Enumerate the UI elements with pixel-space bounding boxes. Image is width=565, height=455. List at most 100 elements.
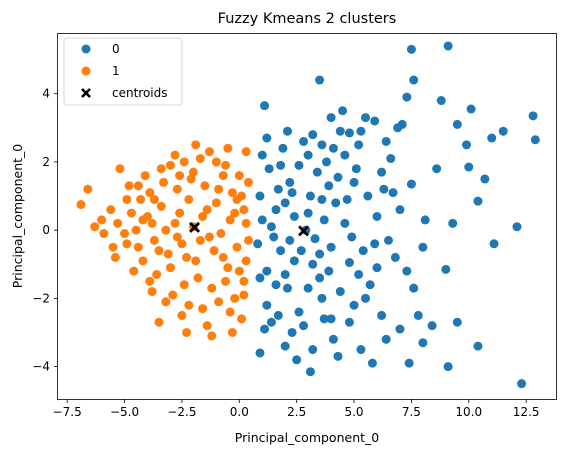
point-cluster-0 <box>273 184 283 194</box>
point-cluster-0 <box>324 181 334 191</box>
point-cluster-1 <box>227 188 237 198</box>
point-cluster-0 <box>530 135 540 145</box>
point-cluster-1 <box>124 181 134 191</box>
point-cluster-1 <box>113 218 123 228</box>
point-cluster-0 <box>347 232 357 242</box>
point-cluster-0 <box>266 222 276 232</box>
point-cluster-1 <box>227 327 237 337</box>
point-cluster-0 <box>487 133 497 143</box>
point-cluster-1 <box>188 167 198 177</box>
point-cluster-0 <box>289 256 299 266</box>
point-cluster-1 <box>152 269 162 279</box>
point-cluster-0 <box>315 273 325 283</box>
point-cluster-0 <box>260 101 270 111</box>
point-cluster-1 <box>133 242 143 252</box>
point-cluster-0 <box>253 239 263 249</box>
point-cluster-0 <box>255 191 265 201</box>
x-tick-label: −5.0 <box>110 405 139 419</box>
point-cluster-0 <box>319 314 329 324</box>
point-cluster-0 <box>386 154 396 164</box>
point-cluster-0 <box>273 310 283 320</box>
point-cluster-1 <box>204 147 214 157</box>
point-cluster-1 <box>202 205 212 215</box>
point-cluster-0 <box>280 198 290 208</box>
point-cluster-1 <box>191 256 201 266</box>
x-tick-label: −7.5 <box>53 405 82 419</box>
point-cluster-0 <box>363 191 373 201</box>
point-cluster-0 <box>312 167 322 177</box>
point-cluster-1 <box>170 150 180 160</box>
point-cluster-1 <box>241 256 251 266</box>
point-cluster-1 <box>138 215 148 225</box>
point-cluster-1 <box>165 263 175 273</box>
point-cluster-1 <box>165 160 175 170</box>
point-cluster-1 <box>83 184 93 194</box>
point-cluster-0 <box>498 126 508 136</box>
point-cluster-1 <box>198 212 208 221</box>
point-cluster-1 <box>163 249 173 259</box>
point-cluster-0 <box>328 334 338 344</box>
point-cluster-1 <box>172 184 182 194</box>
point-cluster-0 <box>406 179 416 189</box>
point-cluster-0 <box>294 160 304 170</box>
point-cluster-0 <box>365 280 375 290</box>
point-cluster-0 <box>358 246 368 256</box>
centroid-layer <box>189 221 310 237</box>
point-cluster-0 <box>349 300 359 310</box>
point-cluster-0 <box>340 150 350 160</box>
point-cluster-0 <box>344 128 354 138</box>
point-cluster-1 <box>218 171 228 181</box>
point-cluster-0 <box>354 140 364 150</box>
point-cluster-0 <box>319 215 329 225</box>
x-tick-label: 5.0 <box>344 405 363 419</box>
point-cluster-0 <box>367 358 377 368</box>
point-cluster-1 <box>221 160 231 170</box>
point-cluster-0 <box>395 205 405 215</box>
point-cluster-1 <box>175 171 185 181</box>
point-cluster-1 <box>211 198 221 208</box>
point-cluster-1 <box>177 239 187 249</box>
y-tick-label: −2 <box>32 291 50 305</box>
point-cluster-0 <box>262 266 272 276</box>
point-cluster-0 <box>262 300 272 310</box>
point-cluster-0 <box>308 345 318 355</box>
point-cluster-1 <box>204 232 214 242</box>
point-cluster-1 <box>232 242 242 252</box>
point-cluster-0 <box>381 136 391 146</box>
point-cluster-0 <box>299 136 309 146</box>
point-cluster-1 <box>195 235 205 245</box>
point-cluster-0 <box>317 194 327 204</box>
point-cluster-0 <box>262 133 272 143</box>
point-cluster-0 <box>443 362 453 372</box>
point-cluster-0 <box>351 164 361 174</box>
point-cluster-0 <box>326 242 336 252</box>
legend-marker-0 <box>81 44 91 54</box>
point-cluster-0 <box>299 321 309 331</box>
point-cluster-0 <box>260 324 270 334</box>
y-axis-label: Principal_component_0 <box>10 144 25 288</box>
chart-title: Fuzzy Kmeans 2 clusters <box>218 11 397 27</box>
point-cluster-0 <box>517 379 527 389</box>
point-cluster-1 <box>234 171 244 181</box>
point-cluster-0 <box>303 150 313 160</box>
point-cluster-0 <box>356 345 366 355</box>
point-cluster-0 <box>328 143 338 153</box>
point-cluster-0 <box>452 119 462 129</box>
point-cluster-0 <box>289 212 299 221</box>
point-cluster-0 <box>317 140 327 150</box>
point-cluster-1 <box>186 174 196 184</box>
point-cluster-1 <box>122 194 132 204</box>
point-cluster-0 <box>377 310 387 320</box>
x-tick-label: 0.0 <box>230 405 249 419</box>
point-cluster-0 <box>271 205 281 215</box>
point-cluster-1 <box>211 157 221 167</box>
point-cluster-0 <box>420 215 430 225</box>
point-cluster-1 <box>225 307 235 317</box>
point-cluster-0 <box>335 126 345 136</box>
point-cluster-1 <box>179 157 189 167</box>
point-cluster-0 <box>344 317 354 327</box>
point-cluster-0 <box>296 246 306 256</box>
point-cluster-1 <box>179 280 189 290</box>
point-cluster-1 <box>230 208 240 218</box>
point-cluster-1 <box>106 205 116 215</box>
